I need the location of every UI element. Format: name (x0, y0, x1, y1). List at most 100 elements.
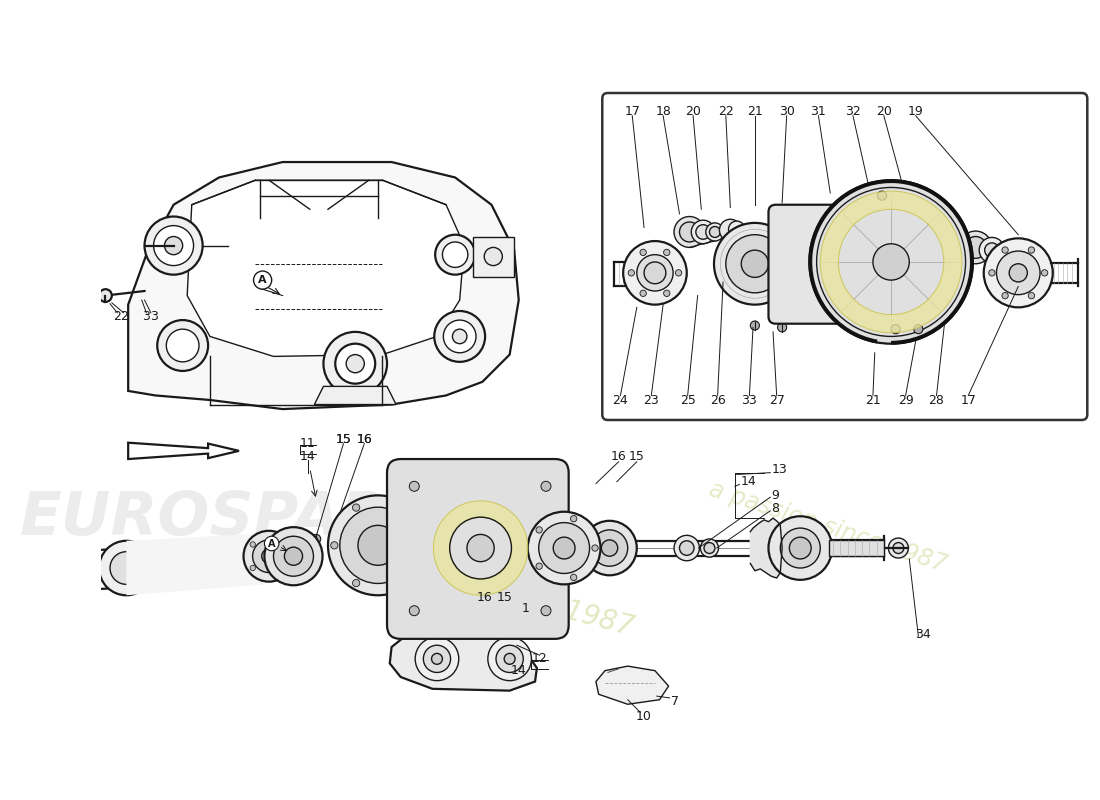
Text: 12: 12 (531, 652, 548, 666)
Circle shape (704, 542, 715, 554)
FancyBboxPatch shape (1050, 263, 1078, 283)
Circle shape (487, 637, 531, 681)
Circle shape (466, 534, 494, 562)
Circle shape (637, 254, 673, 291)
Circle shape (352, 504, 360, 511)
Circle shape (536, 526, 542, 533)
Polygon shape (126, 534, 264, 595)
Circle shape (780, 218, 790, 227)
Text: a passion since 1987: a passion since 1987 (346, 539, 636, 642)
Text: 16: 16 (610, 450, 627, 463)
Circle shape (253, 271, 272, 289)
Circle shape (628, 270, 635, 276)
Polygon shape (750, 518, 782, 578)
Circle shape (1028, 247, 1035, 254)
Circle shape (273, 573, 278, 578)
Text: 18: 18 (656, 105, 671, 118)
Circle shape (154, 226, 194, 266)
Circle shape (1002, 247, 1009, 254)
Circle shape (528, 512, 601, 584)
Circle shape (331, 542, 338, 549)
Circle shape (487, 602, 496, 612)
Circle shape (701, 539, 718, 557)
Circle shape (680, 541, 694, 555)
Circle shape (645, 262, 665, 284)
Circle shape (983, 238, 1053, 307)
Circle shape (855, 300, 864, 309)
Circle shape (166, 329, 199, 362)
Text: 25: 25 (680, 394, 695, 406)
Polygon shape (596, 666, 669, 704)
Circle shape (340, 507, 416, 583)
Circle shape (1002, 293, 1009, 299)
Circle shape (504, 604, 513, 614)
Circle shape (253, 540, 285, 573)
Circle shape (750, 321, 759, 330)
Circle shape (984, 243, 999, 258)
Circle shape (959, 231, 992, 264)
Circle shape (250, 566, 255, 570)
Circle shape (889, 538, 909, 558)
Circle shape (1042, 270, 1048, 276)
Circle shape (443, 320, 476, 353)
Circle shape (285, 547, 303, 566)
Circle shape (264, 536, 279, 550)
Text: 14: 14 (300, 450, 316, 463)
Text: 20: 20 (685, 105, 701, 118)
FancyBboxPatch shape (829, 540, 883, 556)
Circle shape (893, 542, 904, 554)
Circle shape (979, 238, 1004, 263)
Circle shape (99, 541, 154, 595)
Text: 17: 17 (625, 105, 640, 118)
Circle shape (336, 344, 375, 384)
Circle shape (624, 241, 686, 305)
Circle shape (536, 563, 542, 570)
Polygon shape (187, 180, 464, 357)
Circle shape (582, 521, 637, 575)
Circle shape (418, 542, 426, 549)
Circle shape (346, 354, 364, 373)
Circle shape (790, 537, 811, 559)
Circle shape (262, 549, 276, 563)
Text: 2: 2 (120, 310, 128, 323)
Circle shape (989, 270, 996, 276)
Circle shape (99, 289, 112, 302)
Circle shape (286, 554, 292, 559)
Text: 9: 9 (771, 489, 779, 502)
Text: 28: 28 (928, 394, 945, 406)
Circle shape (157, 320, 208, 371)
Text: 10: 10 (635, 710, 651, 722)
FancyBboxPatch shape (615, 263, 645, 285)
Circle shape (796, 238, 847, 289)
Text: 16: 16 (476, 591, 492, 605)
Circle shape (436, 234, 475, 274)
Circle shape (484, 247, 503, 266)
Circle shape (504, 654, 515, 664)
Circle shape (726, 234, 784, 293)
Polygon shape (315, 386, 396, 405)
Circle shape (243, 530, 295, 582)
Circle shape (329, 533, 338, 542)
Circle shape (541, 606, 551, 616)
Circle shape (264, 527, 322, 586)
Circle shape (965, 237, 987, 258)
Circle shape (696, 225, 711, 239)
Circle shape (719, 219, 741, 241)
Text: 29: 29 (898, 394, 913, 406)
Circle shape (541, 482, 551, 491)
Text: 33: 33 (741, 394, 757, 406)
Circle shape (274, 536, 313, 576)
Circle shape (674, 217, 705, 247)
Text: 23: 23 (644, 394, 659, 406)
Circle shape (431, 654, 442, 664)
Text: 14: 14 (510, 664, 527, 677)
Circle shape (663, 290, 670, 297)
Circle shape (741, 250, 769, 278)
Circle shape (424, 646, 451, 673)
Circle shape (855, 218, 864, 227)
Text: 19: 19 (908, 105, 924, 118)
Circle shape (706, 223, 724, 241)
Circle shape (323, 332, 387, 395)
Text: 8: 8 (771, 502, 779, 515)
Circle shape (891, 325, 900, 334)
